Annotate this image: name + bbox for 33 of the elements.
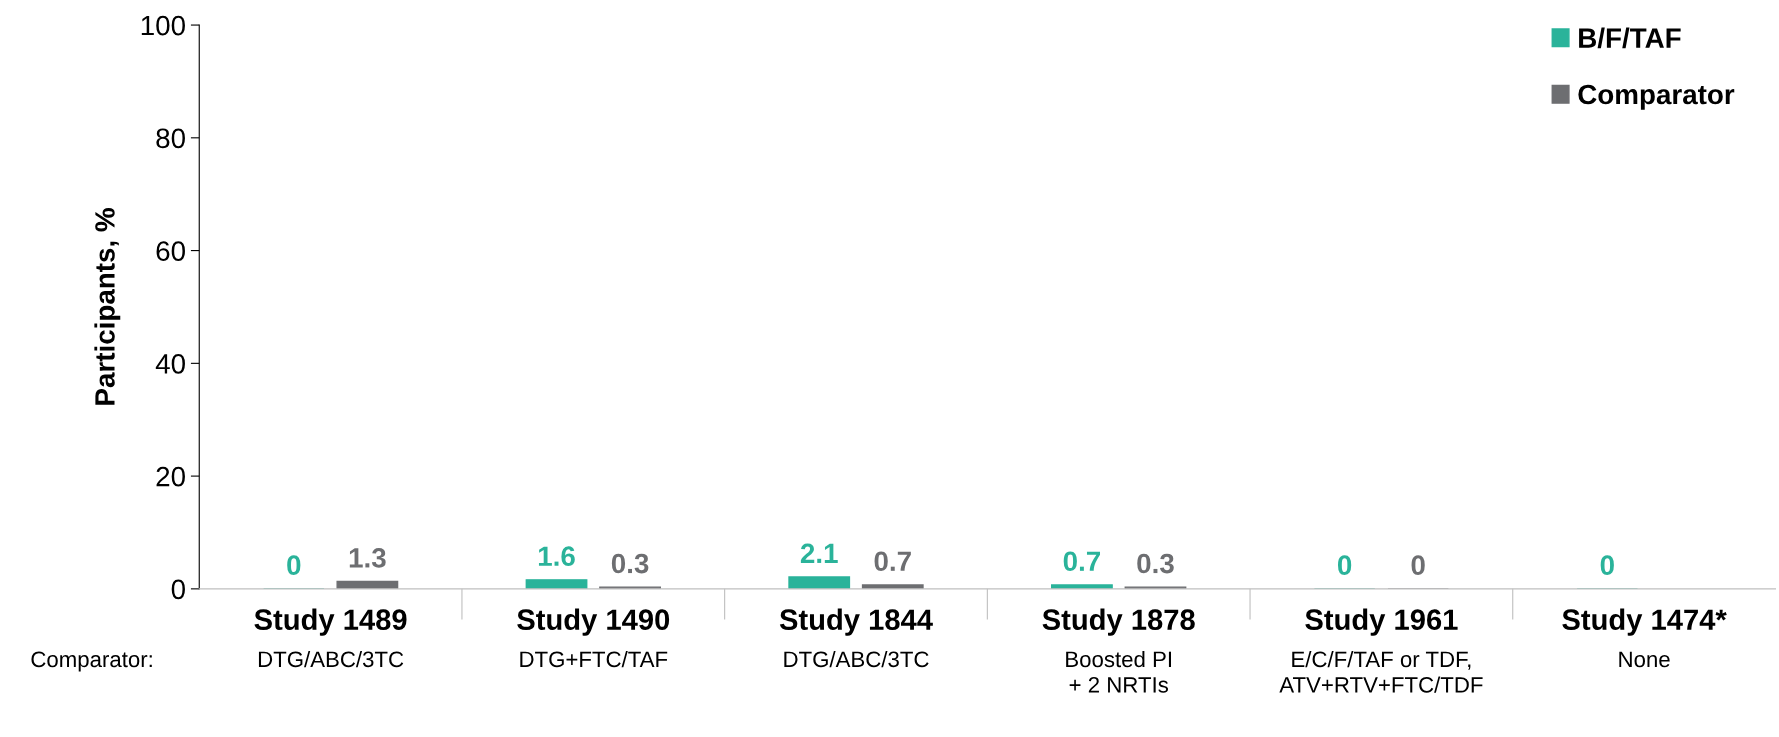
text: E/C/F/TAF or TDF, ATV+RTV+FTC/TDF [1279,650,1483,693]
legend-label: Comparator [1578,84,1735,110]
legend-label: B/F/TAF [1579,27,1681,49]
y-tick-label: 20 [156,466,185,487]
text: DTG/ABC/3TC [784,650,929,668]
y-tick-label: 80 [156,128,185,149]
y-tick-label: 60 [156,241,185,261]
data-label: 0 [1337,555,1352,576]
text: None [1619,651,1670,668]
y-tick-label: 0 [171,579,185,600]
x-tick-label: Study 1878 [1042,608,1195,636]
text: Comparator: [31,651,152,672]
data-label: 0.3 [611,553,649,574]
x-tick-label: Study 1489 [254,608,407,636]
x-tick-label: Study 1474* [1562,608,1727,636]
x-tick-label: Study 1844 [779,608,933,636]
data-label: 1.6 [538,546,575,567]
data-label: 1.3 [349,548,386,568]
text: DTG+FTC/TAF [520,650,668,668]
data-label: 2.1 [800,543,838,563]
y-tick-label: 40 [155,354,185,374]
y-axis-title: Participants, % [94,208,121,405]
data-label: 0.7 [1063,551,1100,572]
data-label: 0.3 [1137,553,1174,574]
data-label: 0 [287,555,301,576]
data-label: 0 [1600,555,1614,576]
text: DTG/ABC/3TC [258,650,404,668]
data-label: 0 [1411,555,1425,576]
y-tick-label: 100 [141,15,185,36]
data-label: 0.7 [874,551,911,572]
x-tick-label: Study 1490 [517,608,670,636]
text: Boosted PI + 2 NRTIs [1066,650,1171,693]
x-tick-label: Study 1961 [1305,608,1458,636]
